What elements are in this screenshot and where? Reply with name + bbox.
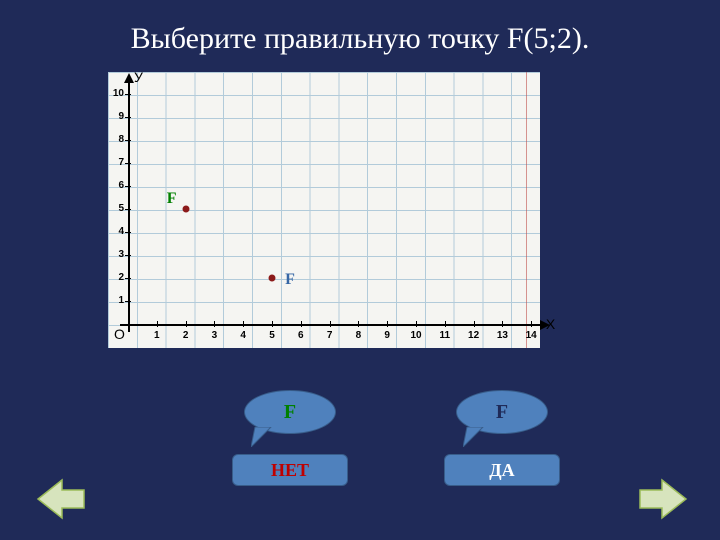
x-tick [272,321,273,327]
x-tick-label: 6 [295,330,307,341]
x-tick-label: 12 [468,330,480,341]
nav-next-button[interactable] [638,478,688,520]
x-tick-label: 11 [439,330,451,341]
point-green-label: F [167,190,177,208]
y-tick-label: 8 [110,134,124,145]
y-tick [125,117,131,118]
y-tick-label: 4 [110,226,124,237]
x-tick-label: 7 [324,330,336,341]
arrow-left-icon [36,478,86,520]
y-tick-label: 7 [110,157,124,168]
y-tick [125,140,131,141]
x-tick [445,321,446,327]
origin-label: О [114,326,125,342]
speech-tail-icon [463,427,489,447]
result-label: ДА [489,460,514,481]
y-tick [125,209,131,210]
coordinate-grid[interactable]: ОХУ123456789101112131412345678910FF [108,72,540,348]
y-tick-label: 2 [110,272,124,283]
x-tick [502,321,503,327]
axes-layer: ОХУ123456789101112131412345678910FF [108,72,540,348]
x-tick-label: 8 [352,330,364,341]
x-tick-label: 5 [266,330,278,341]
x-tick-label: 2 [180,330,192,341]
point-blue[interactable] [269,275,276,282]
y-tick-label: 10 [110,88,124,99]
x-tick [214,321,215,327]
x-tick [358,321,359,327]
x-tick [157,321,158,327]
y-axis-arrow-icon [124,73,134,83]
x-tick-label: 13 [496,330,508,341]
x-axis-label: Х [546,316,555,332]
x-axis [120,324,544,326]
arrow-right-icon [638,478,688,520]
x-tick [474,321,475,327]
bubble-letter: F [284,401,296,424]
result-label: НЕТ [271,460,309,481]
y-tick [125,232,131,233]
x-tick-label: 4 [237,330,249,341]
point-green[interactable] [182,206,189,213]
bubble-left[interactable]: F [244,390,336,434]
y-tick [125,94,131,95]
y-tick [125,301,131,302]
x-tick-label: 1 [151,330,163,341]
x-tick [387,321,388,327]
y-tick-label: 6 [110,180,124,191]
x-tick [301,321,302,327]
y-tick [125,255,131,256]
x-tick [186,321,187,327]
bubble-right[interactable]: F [456,390,548,434]
point-blue-label: F [285,271,295,289]
x-tick [416,321,417,327]
y-tick [125,186,131,187]
y-tick-label: 3 [110,249,124,260]
result-yes[interactable]: ДА [444,454,560,486]
x-tick-label: 3 [208,330,220,341]
speech-tail-icon [251,427,277,447]
bubble-letter: F [496,401,508,424]
y-tick-label: 9 [110,111,124,122]
nav-prev-button[interactable] [36,478,86,520]
result-no[interactable]: НЕТ [232,454,348,486]
y-axis-label: У [134,69,143,85]
y-tick-label: 1 [110,295,124,306]
x-tick-label: 14 [525,330,537,341]
x-tick-label: 9 [381,330,393,341]
y-tick [125,163,131,164]
page-title: Выберите правильную точку F(5;2). [0,0,720,56]
x-tick [330,321,331,327]
y-tick-label: 5 [110,203,124,214]
x-tick [243,321,244,327]
y-tick [125,278,131,279]
x-tick [531,321,532,327]
x-tick-label: 10 [410,330,422,341]
